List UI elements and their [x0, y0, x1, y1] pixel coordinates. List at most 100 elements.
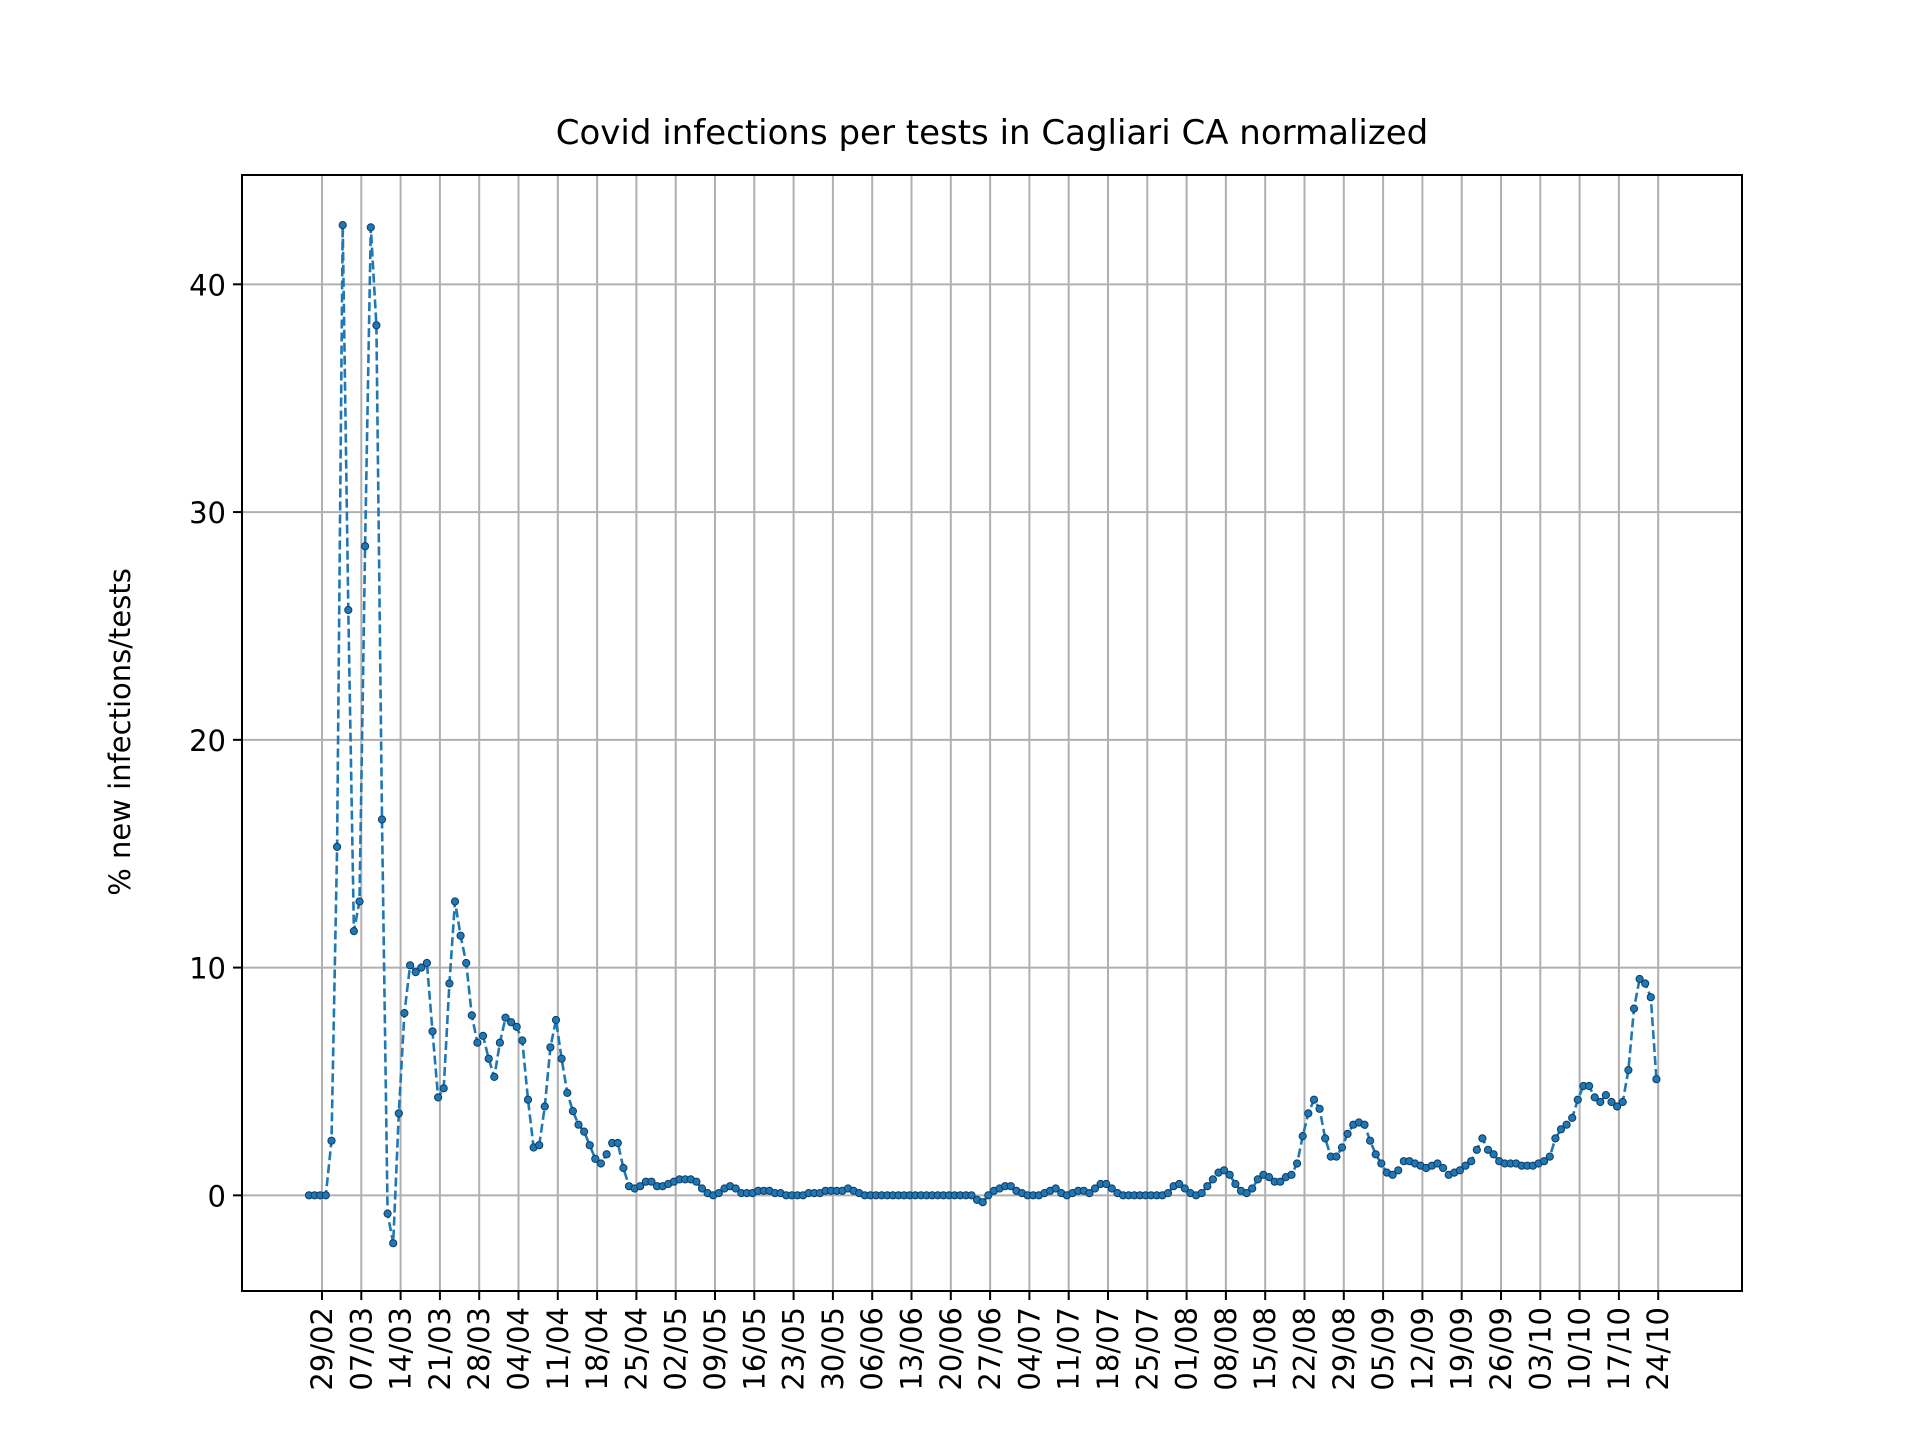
y-tick-label: 40	[189, 268, 226, 302]
data-point	[1568, 1113, 1577, 1123]
data-point	[1635, 974, 1644, 984]
y-tick-label: 10	[189, 952, 226, 986]
x-tick-label: 09/05	[698, 1307, 732, 1391]
x-tick-label: 22/08	[1288, 1307, 1322, 1391]
data-point	[1293, 1159, 1302, 1168]
x-tick-label: 16/05	[737, 1307, 771, 1391]
data-point	[338, 221, 347, 230]
x-tick-label: 28/03	[462, 1307, 496, 1391]
data-point	[1175, 1179, 1184, 1189]
data-point	[602, 1150, 611, 1159]
data-point	[400, 1009, 409, 1018]
data-point	[377, 815, 387, 824]
data-point	[1006, 1182, 1015, 1191]
data-point	[1051, 1184, 1060, 1193]
data-point	[467, 1011, 476, 1020]
data-point	[1573, 1095, 1582, 1104]
data-point	[507, 1018, 516, 1027]
y-tick-label: 0	[208, 1179, 226, 1213]
data-point	[484, 1054, 493, 1063]
data-point	[389, 1239, 398, 1248]
data-point	[1107, 1184, 1116, 1193]
x-tick-label: 23/05	[777, 1307, 811, 1391]
data-point	[1455, 1166, 1465, 1175]
data-point	[1467, 1157, 1476, 1166]
x-tick-label: 12/09	[1405, 1307, 1439, 1391]
data-point	[473, 1038, 482, 1047]
x-tick-label: 11/07	[1052, 1307, 1086, 1391]
data-point	[1433, 1159, 1442, 1168]
data-point	[1629, 1004, 1639, 1013]
data-point	[967, 1191, 976, 1200]
data-point	[495, 1038, 504, 1047]
data-point	[1562, 1120, 1571, 1129]
plot-area-frame	[241, 174, 1743, 1292]
data-point	[428, 1027, 437, 1036]
data-point	[321, 1191, 330, 1200]
data-point	[1332, 1152, 1341, 1161]
data-point	[1309, 1095, 1319, 1104]
data-point	[490, 1072, 499, 1082]
x-tick-label: 08/08	[1209, 1307, 1243, 1391]
data-point	[546, 1043, 555, 1052]
data-point	[1652, 1075, 1661, 1084]
data-point	[462, 958, 471, 968]
x-tick-label: 15/08	[1248, 1307, 1282, 1391]
axis-ticks: 29/02 07/03 14/03 21/03 28/03 04/04 11/04 18/04…	[189, 268, 1675, 1390]
data-point	[1343, 1129, 1352, 1138]
grid-lines	[242, 175, 1742, 1291]
data-point	[1242, 1189, 1251, 1198]
data-series	[304, 221, 1661, 1248]
data-point	[1618, 1097, 1627, 1107]
data-point	[1304, 1109, 1313, 1118]
data-point	[434, 1093, 443, 1102]
data-point	[1556, 1125, 1566, 1134]
data-point	[557, 1054, 566, 1063]
data-point	[333, 842, 342, 852]
x-tick-label: 02/05	[659, 1307, 693, 1391]
data-point	[1551, 1134, 1560, 1143]
data-point	[1220, 1166, 1229, 1175]
data-point	[411, 968, 420, 977]
x-tick-label: 06/06	[855, 1307, 889, 1391]
x-tick-label: 21/03	[423, 1307, 457, 1391]
data-point	[1203, 1182, 1212, 1191]
data-point	[1315, 1104, 1324, 1113]
data-point	[551, 1015, 561, 1025]
x-tick-label: 19/09	[1445, 1307, 1479, 1391]
x-tick-label: 04/04	[502, 1307, 536, 1391]
data-point	[1264, 1173, 1274, 1182]
chart-title: Covid infections per tests in Cagliari C…	[556, 113, 1428, 153]
x-tick-label: 18/04	[580, 1307, 614, 1391]
y-tick-label: 30	[189, 496, 226, 530]
x-tick-label: 05/09	[1366, 1307, 1400, 1391]
data-point	[585, 1141, 594, 1150]
data-point	[1366, 1136, 1375, 1145]
data-point	[1090, 1184, 1100, 1193]
data-point	[1163, 1189, 1173, 1198]
data-point	[1225, 1170, 1234, 1179]
data-point	[636, 1182, 645, 1191]
data-point	[439, 1084, 448, 1093]
data-point	[1472, 1145, 1481, 1154]
data-point	[327, 1136, 336, 1145]
data-point	[523, 1095, 533, 1104]
data-point	[512, 1022, 521, 1031]
data-point	[984, 1191, 993, 1200]
data-point	[422, 958, 431, 968]
data-point	[1624, 1066, 1633, 1075]
data-point	[1208, 1175, 1218, 1184]
x-tick-label: 13/06	[895, 1307, 929, 1391]
data-point	[978, 1198, 987, 1207]
data-point	[540, 1102, 549, 1111]
data-point	[1253, 1175, 1262, 1184]
data-point	[1461, 1161, 1470, 1170]
data-point	[563, 1088, 572, 1098]
x-tick-label: 30/05	[816, 1307, 850, 1391]
data-point	[568, 1107, 578, 1116]
data-point	[394, 1109, 403, 1118]
data-point	[1360, 1120, 1369, 1129]
y-axis-label: % new infections/tests	[103, 568, 137, 896]
data-point	[383, 1209, 392, 1218]
